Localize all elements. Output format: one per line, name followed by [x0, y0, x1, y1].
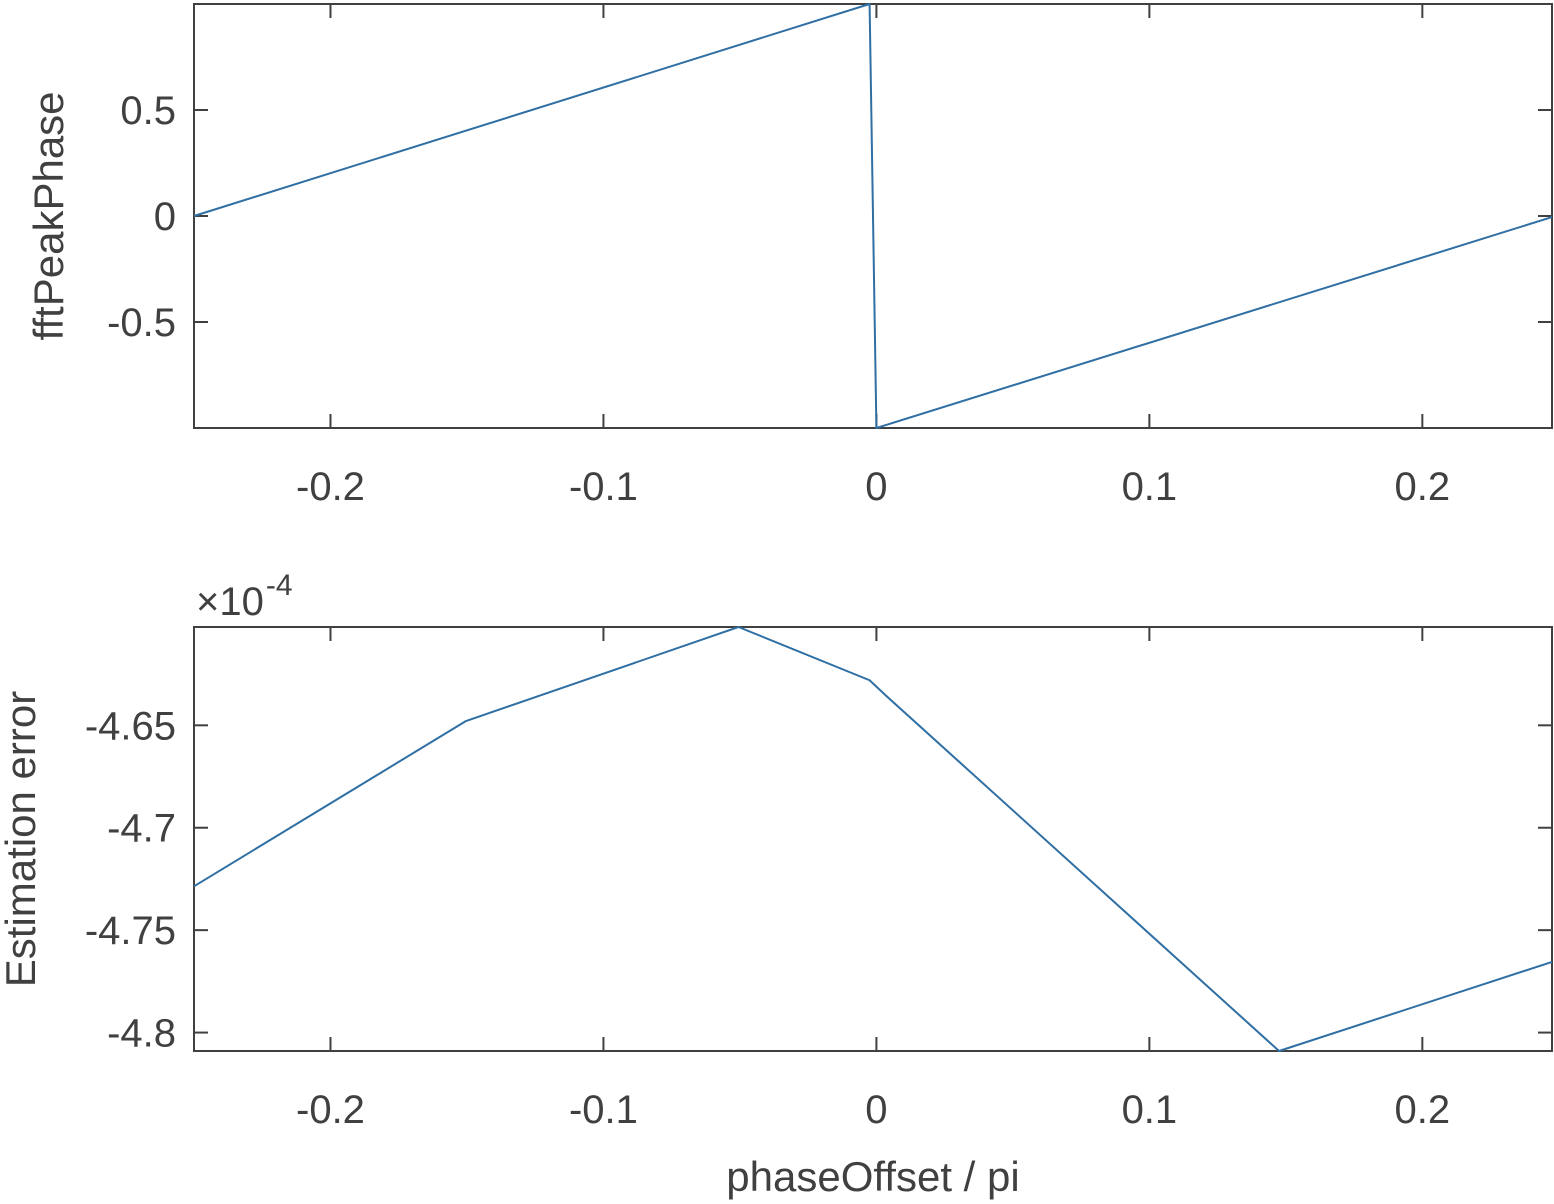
- y-exponent-superscript: -4: [266, 569, 293, 602]
- x-tick-label: -0.1: [569, 1088, 638, 1132]
- x-tick-label: 0.2: [1395, 1088, 1451, 1132]
- x-tick-label: 0.1: [1122, 1088, 1178, 1132]
- y-axis-label: fftPeakPhase: [25, 91, 72, 340]
- x-tick-label: -0.1: [569, 465, 638, 509]
- y-axis-label: Estimation error: [0, 691, 44, 987]
- x-tick-label: 0.1: [1122, 465, 1178, 509]
- y-tick-label: -4.8: [107, 1012, 176, 1056]
- y-tick-label: -4.7: [107, 807, 176, 851]
- x-axis-label: phaseOffset / pi: [726, 1153, 1019, 1200]
- y-exponent-label: ×10: [196, 580, 264, 624]
- x-tick-label: 0: [865, 1088, 887, 1132]
- series-line: [193, 3, 1553, 429]
- y-tick-label: 0: [154, 195, 176, 239]
- x-tick-label: 0.2: [1395, 465, 1451, 509]
- x-tick-label: -0.2: [296, 465, 365, 509]
- y-tick-label: 0.5: [120, 89, 176, 133]
- chart-1: -0.2 -0.1 0 0.1 0.2 0.5 0 -0.5 fftPeakPhase: [25, 3, 1553, 509]
- plot-frame: [193, 626, 1553, 1052]
- x-tick-label: 0: [865, 465, 887, 509]
- y-tick-label: -0.5: [107, 301, 176, 345]
- y-tick-label: -4.75: [85, 909, 176, 953]
- series-line: [193, 626, 1553, 1052]
- chart-2: -0.2 -0.1 0 0.1 0.2 -4.65 -4.7 -4.75 -4.8 Estimat…: [0, 569, 1553, 1200]
- x-tick-label: -0.2: [296, 1088, 365, 1132]
- y-tick-label: -4.65: [85, 704, 176, 748]
